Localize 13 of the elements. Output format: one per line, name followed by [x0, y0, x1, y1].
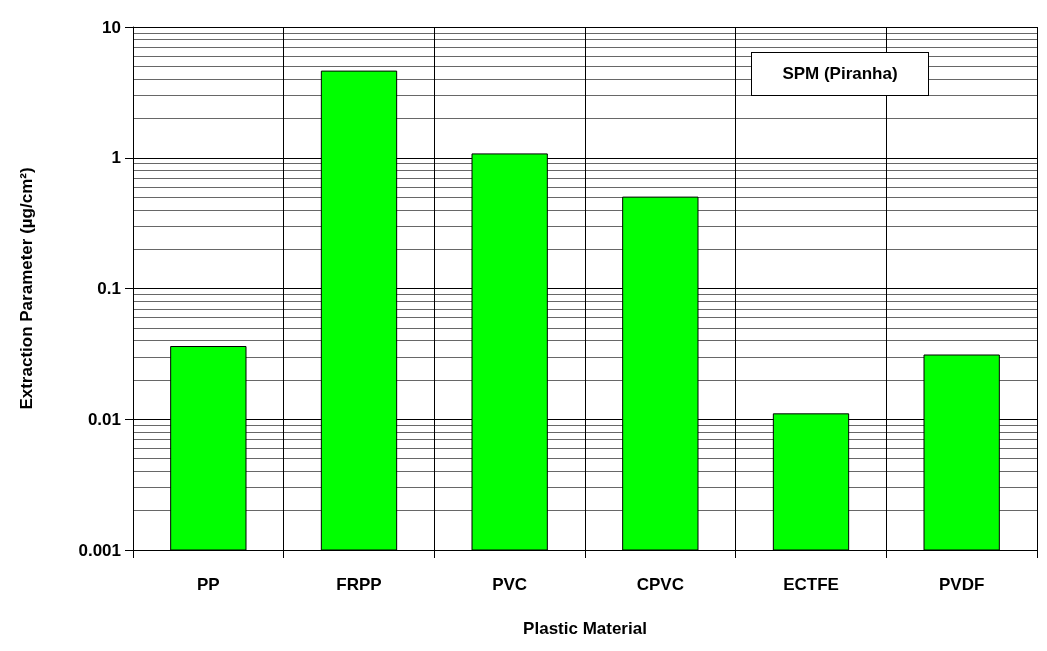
x-tick-label: PVDF: [938, 575, 985, 594]
x-tick-label: ECTFE: [783, 575, 839, 594]
y-tick-label: 0.001: [78, 540, 121, 560]
y-axis-title: Extraction Parameter (µg/cm²): [17, 167, 36, 410]
x-tick-label: PP: [196, 575, 220, 594]
x-axis-title: Plastic Material: [523, 619, 647, 638]
x-tick-label: PVC: [492, 575, 528, 594]
y-tick-label: 10: [102, 17, 121, 37]
x-tick-label: FRPP: [336, 575, 382, 594]
y-tick-label: 0.1: [97, 279, 121, 298]
y-tick-label: 0.01: [87, 409, 121, 429]
y-tick-label: 1: [111, 148, 121, 168]
x-tick-label: CPVC: [636, 575, 684, 594]
